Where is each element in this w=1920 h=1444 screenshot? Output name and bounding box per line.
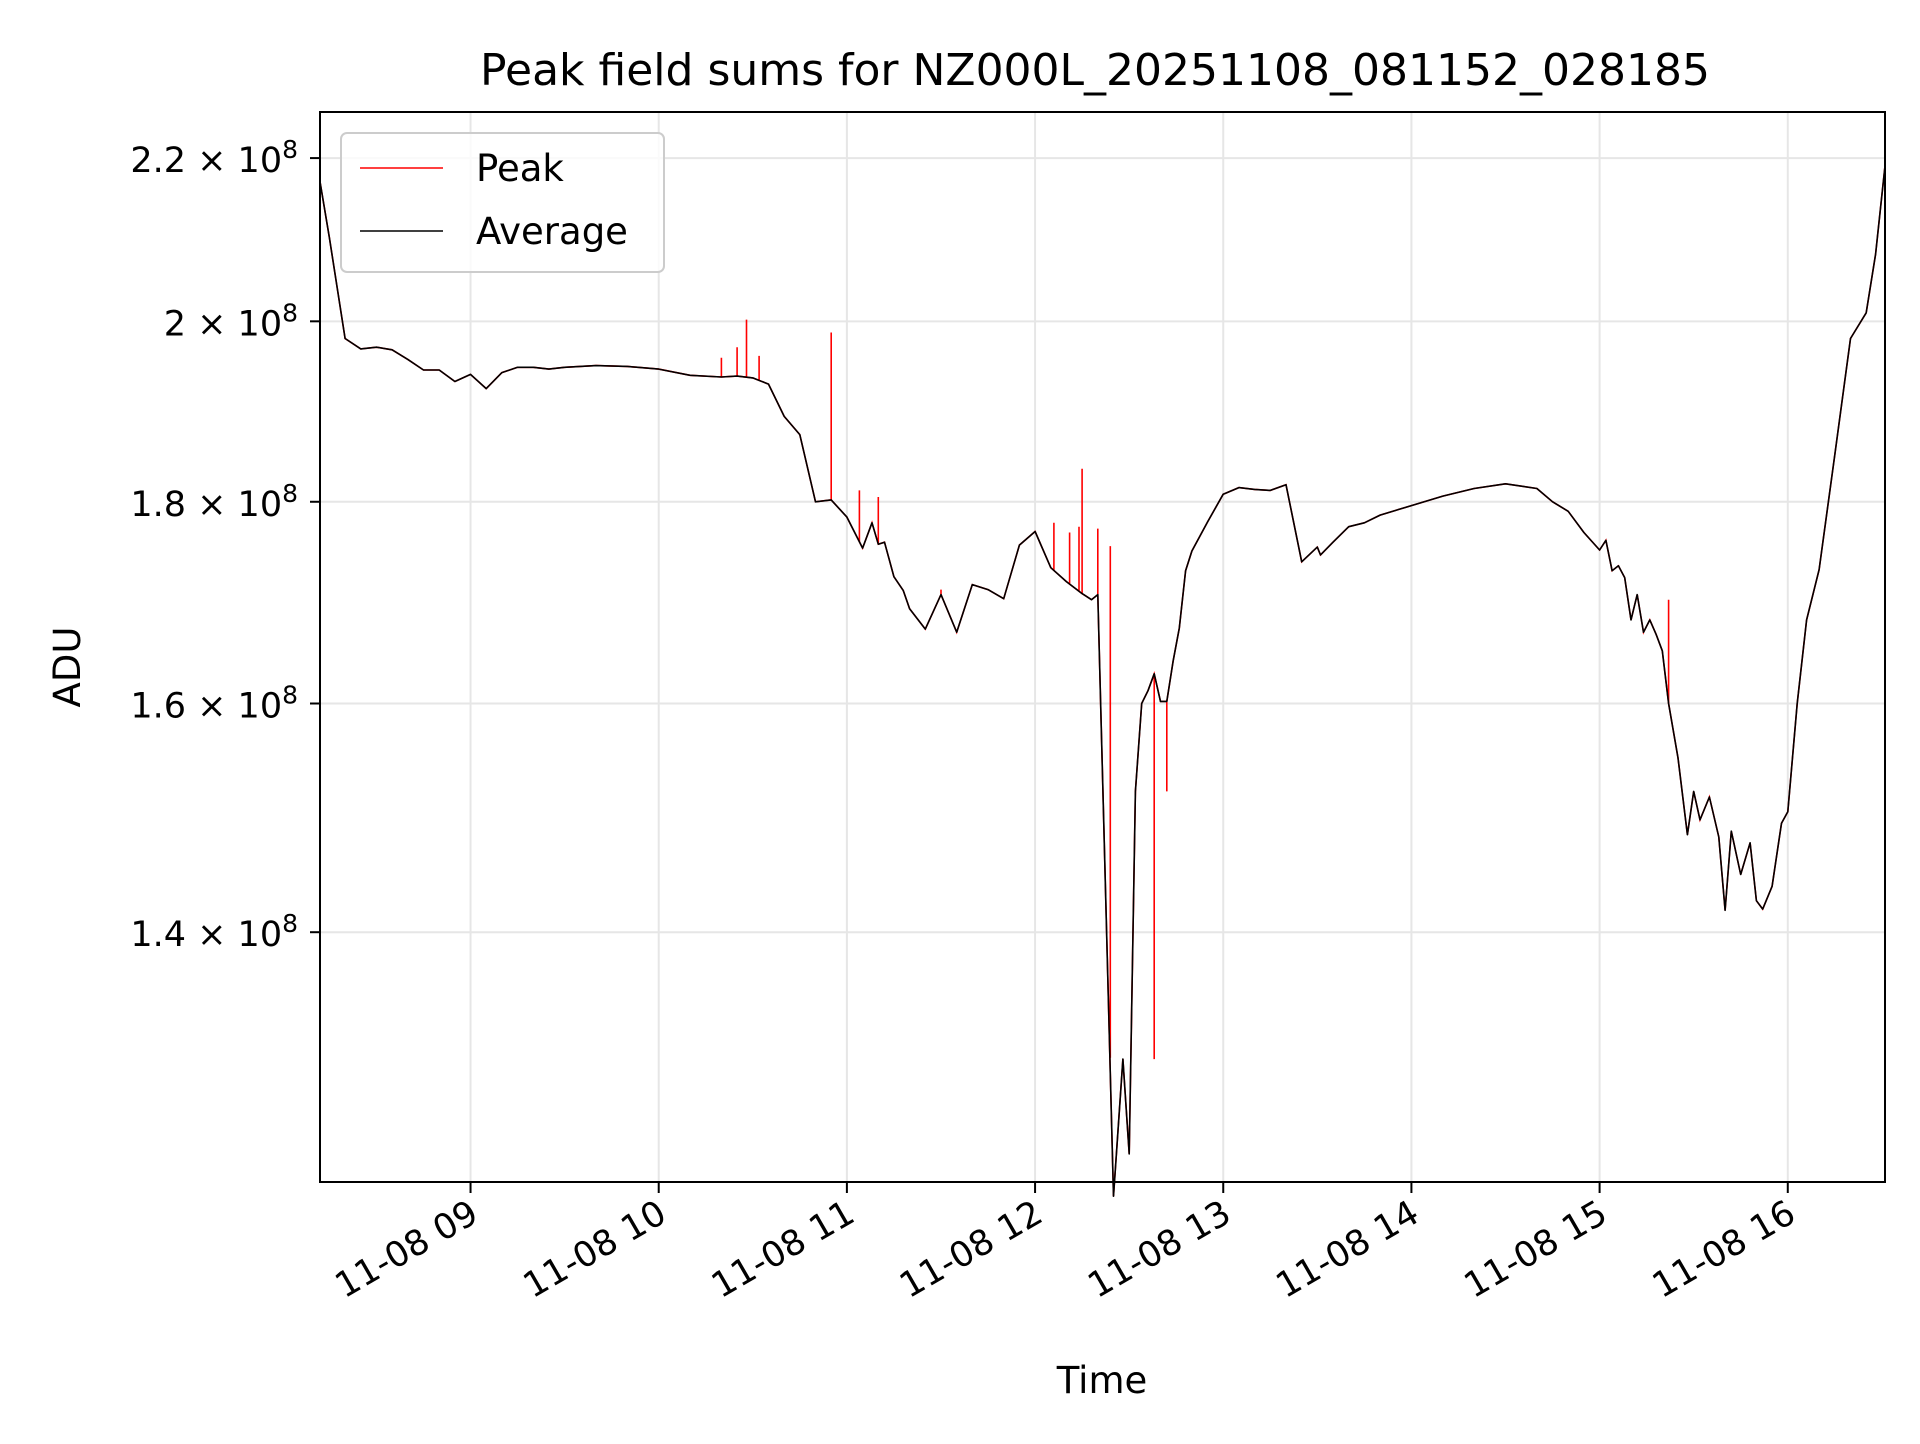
x-tick-label: 11-08 11 <box>705 1193 861 1306</box>
grid-layer <box>320 112 1885 1182</box>
legend-label-average: Average <box>476 210 628 253</box>
x-tick-label: 11-08 10 <box>517 1193 673 1306</box>
series-layer <box>319 165 1886 1197</box>
chart-title: Peak field sums for NZ000L_20251108_0811… <box>480 45 1710 96</box>
x-tick-label: 11-08 09 <box>329 1193 485 1306</box>
x-tick-label: 11-08 15 <box>1458 1193 1614 1306</box>
x-tick-label: 11-08 12 <box>893 1193 1049 1306</box>
x-tick-label: 11-08 13 <box>1081 1193 1237 1306</box>
tick-layer: 1.4 × 108 1.6 × 108 1.8 × 108 2 × 108 2.2 × … <box>130 135 1802 1306</box>
x-tick-label: 11-08 14 <box>1270 1193 1426 1306</box>
y-tick-label: 1.4 × 108 <box>130 909 298 955</box>
y-tick-label: 2.2 × 108 <box>130 135 298 181</box>
series-line-average <box>319 165 1886 1197</box>
legend: Peak Average <box>340 132 665 273</box>
y-tick-label: 1.8 × 108 <box>130 479 298 525</box>
y-tick-label: 2 × 108 <box>164 298 298 344</box>
legend-label-peak: Peak <box>476 147 564 190</box>
y-tick-label: 1.6 × 108 <box>130 681 298 727</box>
x-tick-label: 11-08 16 <box>1646 1193 1802 1306</box>
plot-area-frame <box>319 111 1886 1183</box>
y-axis-label: ADU <box>46 627 89 708</box>
x-axis-label: Time <box>1056 1359 1148 1402</box>
